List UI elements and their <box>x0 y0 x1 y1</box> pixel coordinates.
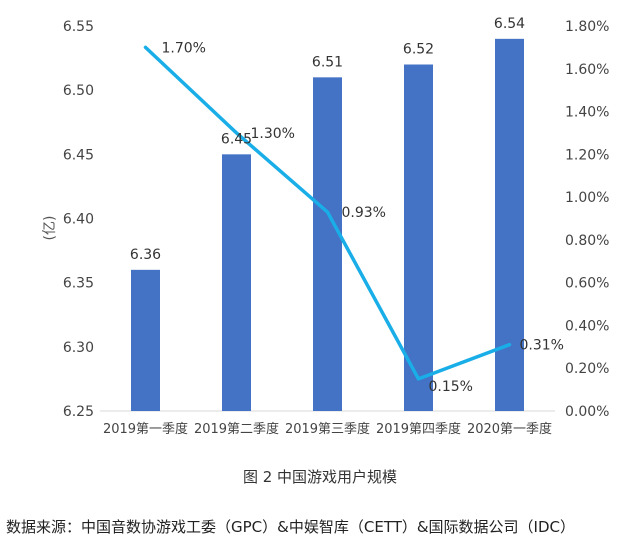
bar-value-label: 6.51 <box>312 54 343 70</box>
line-value-label: 0.31% <box>520 338 564 354</box>
y2-tick-label: 0.20% <box>565 361 609 377</box>
data-source-note: 数据来源：中国音数协游戏工委（GPC）&中娱智库（CETT）&国际数据公司（ID… <box>6 518 575 536</box>
chart-canvas: 6.256.306.356.406.456.506.550.00%0.20%0.… <box>42 16 609 437</box>
y-tick-label: 6.40 <box>63 212 94 228</box>
bar <box>495 38 524 411</box>
bar <box>404 64 433 411</box>
data-labels: 6.36 6.45 6.51 6.52 6.54 1.70% 1.30% 0.93% 0.15%… <box>130 16 564 395</box>
y2-tick-label: 1.00% <box>565 190 609 206</box>
y-tick-label: 6.55 <box>63 19 94 35</box>
x-tick-label: 2019第三季度 <box>285 421 370 437</box>
bar-value-label: 6.54 <box>494 16 525 32</box>
line-value-label: 1.70% <box>162 40 206 56</box>
y2-tick-label: 1.60% <box>565 62 609 78</box>
y2-tick-label: 0.40% <box>565 318 609 334</box>
y2-tick-label: 1.40% <box>565 105 609 121</box>
bar <box>131 269 160 411</box>
bar-series <box>131 38 524 412</box>
figure-caption: 图 2 中国游戏用户规模 <box>242 468 398 486</box>
y-axis-label: (亿) <box>42 216 58 241</box>
bar-value-label: 6.45 <box>221 131 252 147</box>
bar-value-label: 6.36 <box>130 247 161 263</box>
y-tick-label: 6.35 <box>63 276 94 292</box>
line-value-label: 0.93% <box>342 205 386 221</box>
y2-tick-label: 0.60% <box>565 276 609 292</box>
x-tick-label: 2019第四季度 <box>376 421 461 437</box>
bar <box>313 77 342 411</box>
x-tick-label: 2019第二季度 <box>194 421 279 437</box>
y-tick-label: 6.25 <box>63 404 94 420</box>
y2-tick-label: 0.00% <box>565 404 609 420</box>
y-tick-label: 6.50 <box>63 83 94 99</box>
line-series <box>143 45 512 381</box>
y2-tick-label: 1.20% <box>565 147 609 163</box>
y2-tick-label: 0.80% <box>565 233 609 249</box>
line-value-label: 0.15% <box>429 379 473 395</box>
x-tick-label: 2020第一季度 <box>467 421 552 437</box>
y2-tick-label: 1.80% <box>565 19 609 35</box>
chart-axes: 6.256.306.356.406.456.506.550.00%0.20%0.… <box>42 19 609 437</box>
bar <box>222 154 251 412</box>
x-tick-label: 2019第一季度 <box>103 421 188 437</box>
bar-value-label: 6.52 <box>403 42 434 58</box>
y-tick-label: 6.45 <box>63 147 94 163</box>
y-tick-label: 6.30 <box>63 340 94 356</box>
line-value-label: 1.30% <box>251 126 295 142</box>
